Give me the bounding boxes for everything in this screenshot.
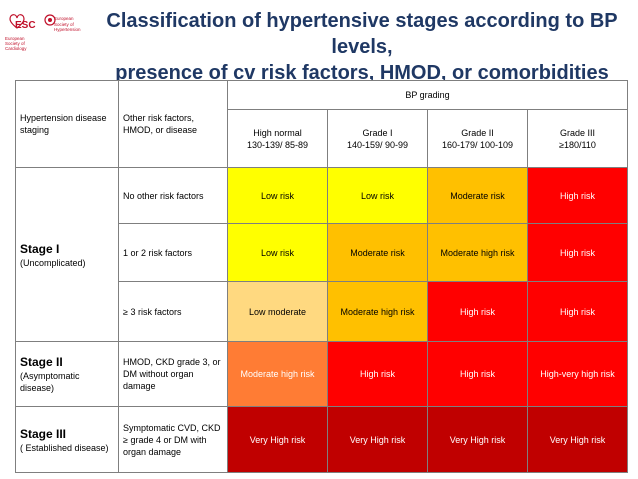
esc-logo: ESC European Society of Cardiology bbox=[4, 10, 40, 56]
header-bp-grading: BP grading bbox=[227, 80, 628, 110]
stage-title: Stage III bbox=[20, 426, 67, 441]
risk-factor-cell: HMOD, CKD grade 3, or DM without organ d… bbox=[118, 341, 228, 407]
table-row: Stage III ( Established disease) Symptom… bbox=[15, 406, 628, 473]
risk-cell: High risk bbox=[427, 341, 528, 407]
esh-emblem-icon bbox=[44, 14, 56, 26]
grade-header: Grade III ≥180/110 bbox=[527, 109, 628, 168]
risk-cell: Moderate risk bbox=[327, 223, 428, 282]
risk-cell: Very High risk bbox=[327, 406, 428, 473]
grade-header: Grade I 140-159/ 90-99 bbox=[327, 109, 428, 168]
risk-cell: Very High risk bbox=[527, 406, 628, 473]
esc-logo-subtitle: European Society of Cardiology bbox=[5, 36, 27, 51]
stage-subtitle: ( Established disease) bbox=[20, 442, 109, 453]
heart-icon bbox=[9, 14, 25, 29]
esh-logo: European Society of Hypertension bbox=[44, 10, 86, 56]
stage-cell: Stage III ( Established disease) bbox=[15, 406, 119, 473]
stage-subtitle: (Uncomplicated) bbox=[20, 257, 86, 268]
stage-cell: Stage I (Uncomplicated) bbox=[15, 167, 119, 342]
risk-cell: Low risk bbox=[227, 223, 328, 282]
grade-name: Grade I bbox=[362, 127, 393, 138]
page-title: Classification of hypertensive stages ac… bbox=[86, 8, 638, 86]
title-line-2: presence of cv risk factors, HMOD, or co… bbox=[115, 62, 609, 84]
table-grade-row: High normal 130-139/ 85-89 Grade I 140-1… bbox=[16, 109, 628, 168]
risk-cell: Moderate high risk bbox=[227, 341, 328, 407]
title-line-1: Classification of hypertensive stages ac… bbox=[106, 10, 618, 58]
table-row: Stage I (Uncomplicated) No other risk fa… bbox=[15, 167, 628, 342]
risk-table: Hypertension disease staging Other risk … bbox=[15, 80, 628, 473]
esh-logo-name: European Society of Hypertension bbox=[54, 16, 81, 32]
table-row: Stage II (Asymptomatic disease) HMOD, CK… bbox=[15, 341, 628, 407]
stage-title: Stage I bbox=[20, 241, 60, 256]
stage-title: Stage II bbox=[20, 355, 63, 369]
risk-cell: High risk bbox=[327, 341, 428, 407]
table-row: 1 or 2 risk factors Low risk Moderate ri… bbox=[16, 223, 628, 282]
risk-cell: High risk bbox=[427, 281, 528, 342]
grade-header: High normal 130-139/ 85-89 bbox=[227, 109, 328, 168]
risk-cell: Low moderate bbox=[227, 281, 328, 342]
esc-logo-name: ESC bbox=[15, 20, 36, 31]
grade-name: High normal bbox=[253, 127, 302, 138]
logos: ESC European Society of Cardiology Europ… bbox=[4, 10, 86, 58]
stage-cell: Stage II (Asymptomatic disease) bbox=[15, 341, 119, 407]
risk-cell: High-very high risk bbox=[527, 341, 628, 407]
grade-range: 140-159/ 90-99 bbox=[346, 139, 409, 150]
risk-cell: High risk bbox=[527, 281, 628, 342]
grade-range: 130-139/ 85-89 bbox=[246, 139, 309, 150]
risk-factor-cell: 1 or 2 risk factors bbox=[118, 223, 228, 282]
grade-name: Grade II bbox=[461, 127, 494, 138]
risk-factor-cell: ≥ 3 risk factors bbox=[118, 281, 228, 342]
stage-subtitle: (Asymptomatic disease) bbox=[20, 371, 80, 393]
risk-cell: Very High risk bbox=[227, 406, 328, 473]
grade-header: Grade II 160-179/ 100-109 bbox=[427, 109, 528, 168]
risk-factor-cell: Symptomatic CVD, CKD ≥ grade 4 or DM wit… bbox=[118, 406, 228, 473]
risk-cell: Very High risk bbox=[427, 406, 528, 473]
risk-cell: High risk bbox=[527, 223, 628, 282]
grade-range: ≥180/110 bbox=[559, 139, 596, 150]
grade-name: Grade III bbox=[559, 127, 595, 138]
risk-factor-cell: No other risk factors bbox=[118, 167, 228, 224]
header-staging: Hypertension disease staging bbox=[15, 80, 119, 168]
risk-cell: High risk bbox=[527, 167, 628, 224]
risk-cell: Moderate high risk bbox=[427, 223, 528, 282]
table-header-row: Hypertension disease staging Other risk … bbox=[15, 80, 628, 168]
header-risk-factors: Other risk factors, HMOD, or disease bbox=[118, 80, 228, 168]
grade-range: 160-179/ 100-109 bbox=[441, 139, 514, 150]
risk-cell: Moderate risk bbox=[427, 167, 528, 224]
risk-cell: Low risk bbox=[227, 167, 328, 224]
risk-cell: Low risk bbox=[327, 167, 428, 224]
risk-cell: Moderate high risk bbox=[327, 281, 428, 342]
table-row: ≥ 3 risk factors Low moderate Moderate h… bbox=[16, 281, 628, 342]
